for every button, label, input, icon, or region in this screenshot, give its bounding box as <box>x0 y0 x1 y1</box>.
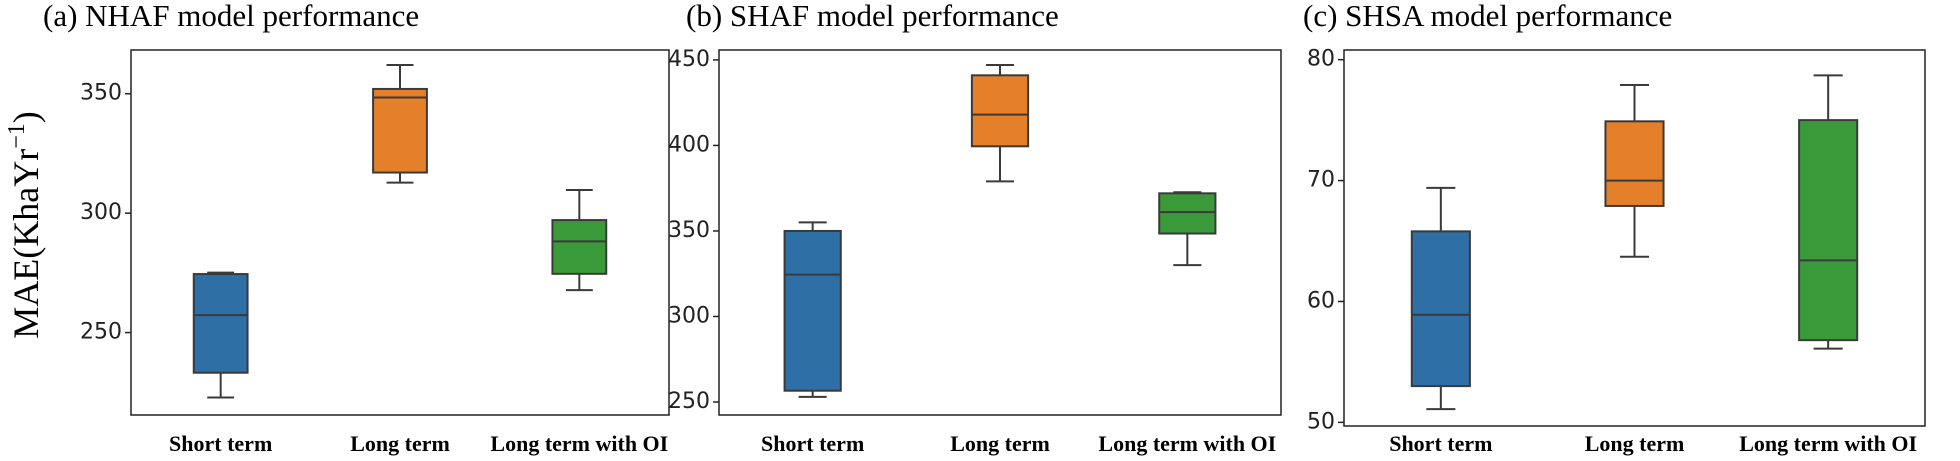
y-tick-label: 300 <box>668 303 710 328</box>
box <box>372 87 428 174</box>
y-tick-label: 450 <box>668 47 710 72</box>
x-tick-label: Long term <box>1585 431 1685 456</box>
x-tick-label: Long term with OI <box>1098 431 1276 456</box>
box <box>1604 120 1665 207</box>
y-tick-label: 350 <box>668 218 710 243</box>
chart-title: (c) SHSA model performance <box>1303 0 1672 33</box>
x-tick-label: Short term <box>1389 431 1492 456</box>
y-tick-label: 250 <box>80 320 122 345</box>
box <box>1410 230 1471 388</box>
y-label-text: MAE(KhaYr <box>6 149 46 339</box>
box <box>970 74 1030 148</box>
y-tick-label: 80 <box>1307 47 1335 72</box>
box <box>192 273 249 374</box>
y-label-superscript: −1 <box>4 123 30 149</box>
plot-frame <box>130 49 670 416</box>
plot-frame <box>1343 49 1926 427</box>
x-tick-label: Long term <box>950 431 1050 456</box>
y-tick-label: 400 <box>668 132 710 157</box>
box <box>1158 192 1217 235</box>
y-label-close: ) <box>6 111 46 123</box>
x-tick-label: Short term <box>761 431 864 456</box>
y-tick-label: 50 <box>1307 409 1335 434</box>
plot-frame <box>718 49 1282 416</box>
x-tick-label: Long term with OI <box>490 431 668 456</box>
y-axis-label: MAE(KhaYr−1) <box>4 111 47 339</box>
x-tick-label: Short term <box>169 431 272 456</box>
y-tick-label: 300 <box>80 200 122 225</box>
x-tick-label: Long term <box>350 431 450 456</box>
box <box>551 219 608 275</box>
chart-title: (a) NHAF model performance <box>43 0 419 33</box>
x-tick-label: Long term with OI <box>1739 431 1917 456</box>
y-tick-label: 70 <box>1307 168 1335 193</box>
box <box>1798 119 1859 342</box>
y-tick-label: 350 <box>80 81 122 106</box>
chart-title: (b) SHAF model performance <box>686 0 1059 33</box>
box <box>783 229 842 392</box>
y-tick-label: 250 <box>668 389 710 414</box>
y-tick-label: 60 <box>1307 288 1335 313</box>
